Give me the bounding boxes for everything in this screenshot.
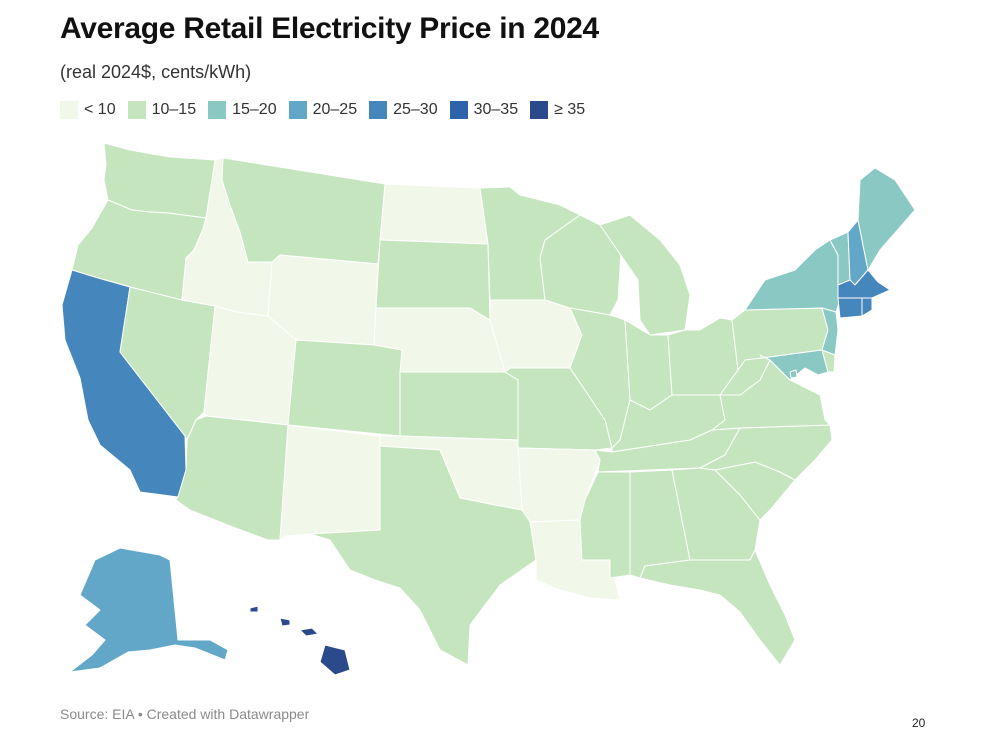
- state-MI[interactable]: [599, 214, 691, 336]
- legend-label: 30–35: [473, 101, 519, 118]
- page-number: 20: [912, 716, 926, 730]
- legend-item: 25–30: [369, 101, 438, 119]
- state-NC[interactable]: [699, 424, 833, 481]
- state-ND[interactable]: [379, 183, 489, 245]
- state-WI[interactable]: [539, 214, 623, 316]
- legend-label: ≥ 35: [554, 101, 586, 118]
- source-note: Source: EIA • Created with Datawrapper: [60, 706, 310, 722]
- state-CO[interactable]: [287, 339, 403, 437]
- legend-item: 20–25: [288, 101, 358, 119]
- state-HI-island: [279, 617, 291, 627]
- state-DE[interactable]: [821, 349, 836, 373]
- legend-swatch: [449, 101, 468, 119]
- state-DC[interactable]: [789, 369, 798, 379]
- legend-label: 15–20: [232, 101, 277, 118]
- us-map: [61, 142, 916, 676]
- chart-subtitle: (real 2024$, cents/kWh): [60, 62, 252, 82]
- chart-title: Average Retail Electricity Price in 2024: [60, 12, 599, 45]
- state-MT[interactable]: [221, 157, 386, 265]
- legend-item: ≥ 35: [530, 101, 585, 119]
- legend-swatch: [288, 101, 307, 119]
- state-MD[interactable]: [759, 349, 829, 381]
- state-HI-island: [319, 644, 351, 676]
- state-IA[interactable]: [489, 299, 583, 373]
- state-NM[interactable]: [279, 424, 381, 541]
- legend-item: 30–35: [449, 101, 519, 119]
- state-NY[interactable]: [744, 239, 841, 313]
- legend: < 10 10–15 15–20 20–25 25–30 30–35 ≥ 35: [60, 101, 597, 119]
- legend-swatch: [127, 101, 146, 119]
- legend-label: 20–25: [312, 101, 358, 118]
- state-CT[interactable]: [837, 297, 863, 319]
- state-AK[interactable]: [69, 547, 229, 673]
- legend-swatch: [530, 101, 549, 119]
- state-HI-island: [249, 605, 259, 613]
- state-TX[interactable]: [309, 445, 537, 666]
- state-RI[interactable]: [861, 297, 873, 317]
- legend-label: 10–15: [151, 101, 197, 118]
- state-HI[interactable]: [249, 605, 351, 676]
- legend-swatch: [208, 101, 227, 119]
- state-NV[interactable]: [119, 286, 216, 441]
- state-ME[interactable]: [857, 167, 916, 271]
- legend-swatch: [369, 101, 388, 119]
- state-AZ[interactable]: [175, 415, 289, 541]
- legend-item: 15–20: [208, 101, 277, 119]
- state-KS[interactable]: [399, 371, 519, 441]
- legend-label: < 10: [84, 101, 116, 118]
- state-HI-island: [299, 627, 319, 637]
- legend-label: 25–30: [393, 101, 438, 118]
- legend-item: < 10: [60, 101, 116, 119]
- legend-item: 10–15: [127, 101, 197, 119]
- legend-swatch: [60, 101, 78, 119]
- state-FL[interactable]: [639, 549, 796, 666]
